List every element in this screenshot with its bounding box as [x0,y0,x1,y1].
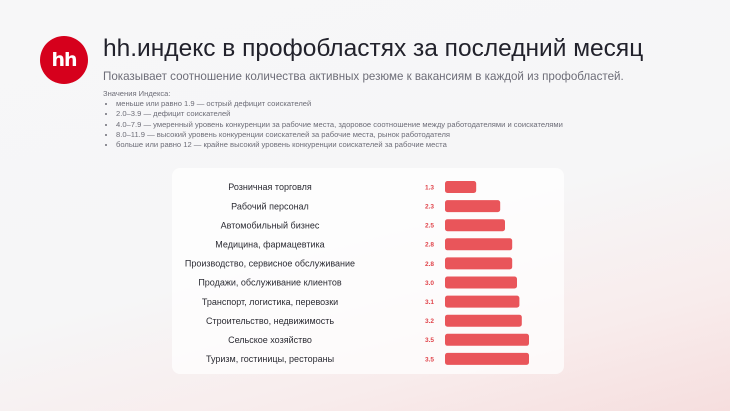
category-label: Продажи, обслуживание клиентов [198,278,342,288]
category-label: Розничная торговля [228,182,312,192]
value-label: 1.3 [425,184,434,191]
page-subtitle: Показывает соотношение количества активн… [103,70,624,83]
bar [445,314,522,327]
bar [445,219,505,232]
category-label: Производство, сервисное обслуживание [185,259,355,269]
bar [445,181,477,193]
legend-item: 2.0–3.9 — дефицит соискателей [116,109,563,119]
value-label: 3.5 [425,356,434,363]
value-label: 2.8 [425,242,434,249]
bar [445,200,501,213]
bar-chart: Розничная торговля 1.3 Рабочий персонал 2.3… [185,181,529,365]
legend-item: меньше или равно 1.9 — острый дефицит со… [116,99,563,109]
category-label: Сельское хозяйство [228,335,312,345]
value-label: 2.8 [425,261,434,268]
bar [445,276,517,289]
value-label: 3.5 [425,337,434,344]
value-label: 2.5 [425,223,434,230]
bar [445,257,513,270]
bar [445,238,513,251]
category-label: Рабочий персонал [231,201,309,211]
value-label: 3.1 [425,299,434,306]
index-legend: Значения Индекса: меньше или равно 1.9 —… [103,89,563,150]
legend-item: больше или равно 12 — крайне высокий уро… [116,140,563,150]
legend-heading: Значения Индекса: [103,89,171,98]
category-label: Медицина, фармацевтика [215,240,324,250]
hh-logo: hh [40,36,88,84]
bar [445,333,529,346]
value-label: 2.3 [425,204,434,211]
page-title: hh.индекс в профобластях за последний ме… [103,35,644,62]
bar [445,352,529,365]
legend-item: 8.0–11.9 — высокий уровень конкуренции с… [116,130,563,140]
bar [445,295,520,308]
category-label: Туризм, гостиницы, рестораны [206,354,334,364]
category-label: Строительство, недвижимость [206,316,334,326]
category-label: Автомобильный бизнес [221,220,320,230]
legend-list: меньше или равно 1.9 — острый дефицит со… [103,99,563,150]
legend-item: 4.0–7.9 — умеренный уровень конкуренции … [116,120,563,130]
category-label: Транспорт, логистика, перевозки [202,297,338,307]
value-label: 3.2 [425,318,434,325]
value-label: 3.0 [425,280,434,287]
